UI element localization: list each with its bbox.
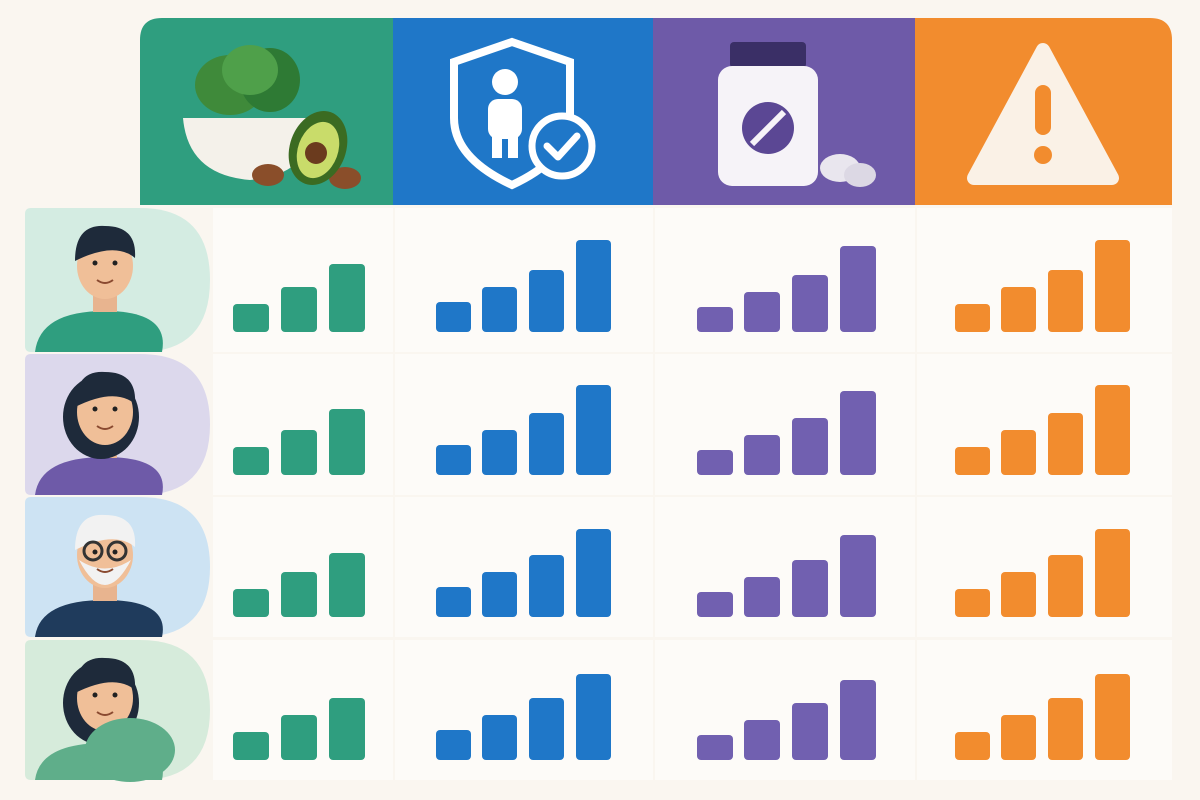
grid-cell [395, 640, 653, 780]
level-bar [1095, 529, 1130, 617]
level-bar [697, 592, 733, 617]
level-bar [576, 674, 611, 760]
level-bar [529, 270, 564, 332]
level-bar [436, 587, 471, 617]
level-bar [233, 304, 269, 332]
avatar-glasses [82, 540, 104, 562]
level-bar [697, 307, 733, 332]
level-bar [1048, 270, 1083, 332]
level-bar [744, 720, 780, 760]
level-bar [840, 535, 876, 617]
level-bar [955, 589, 990, 617]
level-bar [329, 698, 365, 760]
avatar-hair [75, 225, 136, 261]
grid-cell [917, 497, 1172, 637]
level-bar [1001, 715, 1036, 760]
level-bar [792, 275, 828, 332]
avatar-hair [75, 371, 136, 407]
avatar-eye [112, 260, 118, 266]
shield-icon [450, 37, 596, 190]
level-bar [1048, 413, 1083, 475]
avatar-hair [75, 657, 136, 693]
level-bar [1095, 385, 1130, 475]
grid-cell [395, 354, 653, 495]
avatar-smile [96, 568, 114, 573]
level-bar [436, 730, 471, 760]
level-bar [576, 529, 611, 617]
level-bar [1048, 555, 1083, 617]
level-bar [744, 577, 780, 617]
level-bar [529, 698, 564, 760]
avatar-eye [112, 549, 118, 555]
level-bar [792, 703, 828, 760]
level-bar [792, 560, 828, 617]
level-bar [840, 391, 876, 475]
warning-icon [967, 43, 1119, 185]
level-bar [1001, 572, 1036, 617]
level-bar [436, 302, 471, 332]
level-bar [955, 304, 990, 332]
level-bar [482, 572, 517, 617]
level-bar [233, 447, 269, 475]
avatar [35, 225, 163, 352]
avatar-eye [92, 549, 98, 555]
level-bar [482, 715, 517, 760]
level-bar [529, 555, 564, 617]
level-bar [329, 264, 365, 332]
avatar-shoulders [35, 311, 163, 352]
level-bar [1095, 240, 1130, 332]
level-bar [281, 572, 317, 617]
level-bar [1095, 674, 1130, 760]
level-bar [576, 385, 611, 475]
level-bar [281, 287, 317, 332]
avatar [35, 657, 175, 782]
level-bar [1001, 287, 1036, 332]
avatar-shoulders [35, 600, 163, 637]
supplement-bottle-icon [718, 42, 876, 187]
avatar-glasses [106, 540, 128, 562]
level-bar [697, 735, 733, 760]
grid-cell [917, 208, 1172, 352]
avatar-smile [96, 711, 114, 716]
grid-cell [917, 354, 1172, 495]
avatar [35, 514, 163, 637]
level-bar [281, 430, 317, 475]
level-bar [792, 418, 828, 475]
avatar-shoulders [35, 457, 163, 495]
level-bar [697, 450, 733, 475]
level-bar [482, 287, 517, 332]
level-bar [529, 413, 564, 475]
avatar-eye [112, 406, 118, 412]
level-bar [482, 430, 517, 475]
avatar-eye [92, 260, 98, 266]
avatar-eye [92, 692, 98, 698]
avatar-belly [85, 718, 175, 782]
level-bar [744, 292, 780, 332]
avatar [35, 371, 163, 495]
level-bar [840, 680, 876, 760]
level-bar [329, 409, 365, 475]
level-bar [744, 435, 780, 475]
level-bar [1048, 698, 1083, 760]
level-bar [233, 732, 269, 760]
greens-bowl-icon [183, 45, 361, 189]
avatar-smile [96, 425, 114, 430]
level-bar [329, 553, 365, 617]
avatar-eye [112, 692, 118, 698]
avatar-smile [96, 279, 114, 284]
avatar-eye [92, 406, 98, 412]
level-bar [955, 732, 990, 760]
level-bar [955, 447, 990, 475]
grid-cell [395, 208, 653, 352]
level-bar [1001, 430, 1036, 475]
level-bar [233, 589, 269, 617]
level-bar [840, 246, 876, 332]
grid-cell [395, 497, 653, 637]
level-bar [436, 445, 471, 475]
level-bar [281, 715, 317, 760]
level-bar [576, 240, 611, 332]
grid-cell [917, 640, 1172, 780]
